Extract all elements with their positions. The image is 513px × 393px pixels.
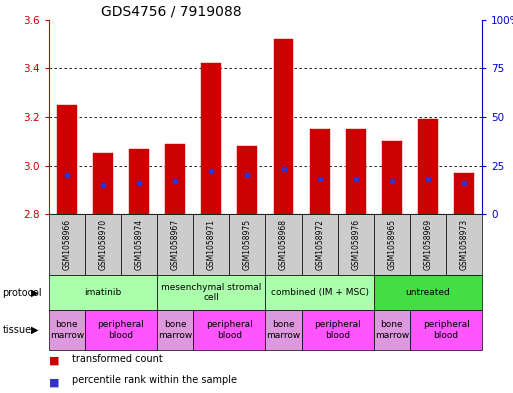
Text: peripheral
blood: peripheral blood [206, 320, 253, 340]
Text: bone
marrow: bone marrow [266, 320, 301, 340]
Text: mesenchymal stromal
cell: mesenchymal stromal cell [161, 283, 262, 303]
Text: GSM1058971: GSM1058971 [207, 219, 216, 270]
Text: transformed count: transformed count [72, 354, 163, 364]
Text: bone
marrow: bone marrow [50, 320, 84, 340]
Text: GSM1058965: GSM1058965 [387, 219, 397, 270]
Bar [382, 141, 402, 214]
Bar [165, 144, 185, 214]
Text: GSM1058969: GSM1058969 [424, 219, 432, 270]
Text: bone
marrow: bone marrow [158, 320, 192, 340]
Bar [238, 146, 258, 214]
Text: ▶: ▶ [31, 288, 38, 298]
Text: ■: ■ [49, 377, 59, 387]
Text: GSM1058973: GSM1058973 [460, 219, 469, 270]
Text: peripheral
blood: peripheral blood [423, 320, 469, 340]
Text: ▶: ▶ [31, 325, 38, 335]
Bar [310, 129, 329, 214]
Bar [93, 153, 113, 214]
Text: untreated: untreated [406, 288, 450, 297]
Bar [454, 173, 474, 214]
Text: peripheral
blood: peripheral blood [314, 320, 361, 340]
Text: imatinib: imatinib [84, 288, 122, 297]
Bar [273, 39, 293, 214]
Bar [57, 105, 77, 214]
Bar [129, 149, 149, 214]
Text: tissue: tissue [3, 325, 32, 335]
Text: GSM1058968: GSM1058968 [279, 219, 288, 270]
Text: ■: ■ [49, 356, 59, 365]
Text: GSM1058972: GSM1058972 [315, 219, 324, 270]
Text: combined (IM + MSC): combined (IM + MSC) [271, 288, 369, 297]
Text: GDS4756 / 7919088: GDS4756 / 7919088 [101, 4, 242, 18]
Bar [418, 119, 438, 214]
Text: protocol: protocol [3, 288, 42, 298]
Text: GSM1058970: GSM1058970 [98, 219, 107, 270]
Text: GSM1058976: GSM1058976 [351, 219, 360, 270]
Bar [202, 63, 221, 214]
Text: percentile rank within the sample: percentile rank within the sample [72, 375, 237, 385]
Text: GSM1058967: GSM1058967 [171, 219, 180, 270]
Text: bone
marrow: bone marrow [375, 320, 409, 340]
Text: peripheral
blood: peripheral blood [97, 320, 144, 340]
Bar [346, 129, 366, 214]
Text: GSM1058966: GSM1058966 [62, 219, 71, 270]
Text: GSM1058975: GSM1058975 [243, 219, 252, 270]
Text: GSM1058974: GSM1058974 [134, 219, 144, 270]
